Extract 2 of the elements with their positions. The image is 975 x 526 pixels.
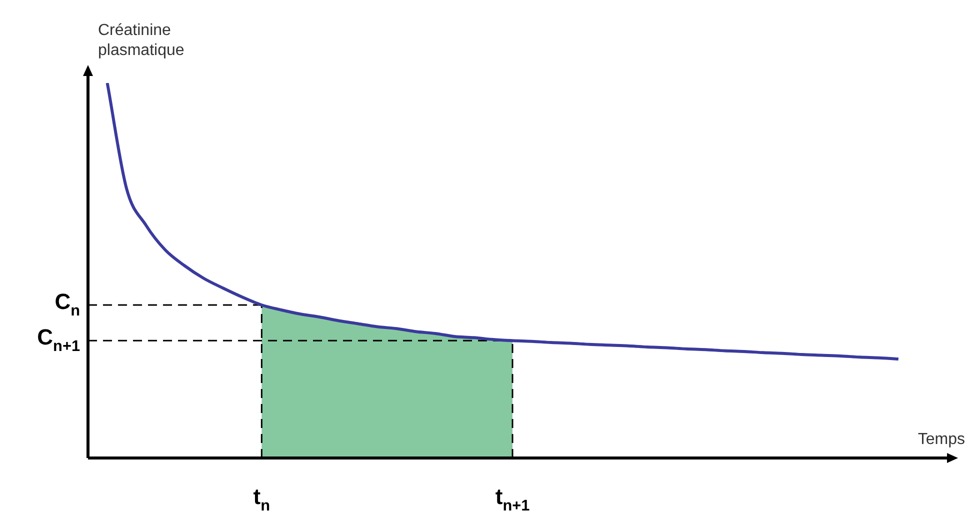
x-axis-title: Temps [918,431,965,448]
y-axis-title: Créatinine plasmatique [98,22,184,59]
